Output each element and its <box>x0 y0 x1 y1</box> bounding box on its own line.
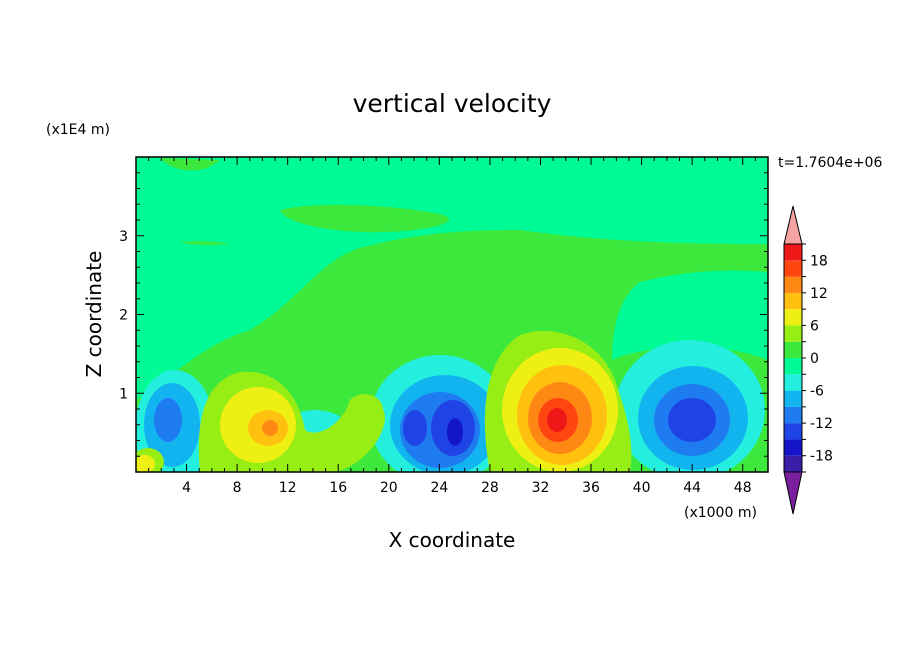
colorbar-segment <box>784 390 802 407</box>
colorbar-segment <box>784 374 802 391</box>
colorbar-labels: 18 12 6 0 -6 -12 -18 <box>810 253 833 464</box>
y-tick-label: 1 <box>119 386 128 402</box>
colorbar-label: 0 <box>810 351 819 367</box>
downdraft-2d <box>403 410 427 446</box>
y-tick-label: 3 <box>119 229 128 245</box>
updraft-corner-core <box>136 455 155 472</box>
y-axis-label: Z coordinate <box>82 251 106 378</box>
x-unit-label: (x1000 m) <box>684 505 757 521</box>
y-tick-label: 2 <box>119 308 128 324</box>
x-tick-label: 32 <box>532 480 550 496</box>
colorbar-label: -18 <box>810 449 833 465</box>
x-tick-label: 12 <box>279 480 297 496</box>
weak-updraft-thin <box>180 241 230 246</box>
colorbar-segment <box>784 358 802 375</box>
colorbar <box>783 205 806 515</box>
x-tick-label: 16 <box>329 480 347 496</box>
contour-field <box>136 157 768 472</box>
colorbar-segment <box>784 406 802 424</box>
x-tick-label: 36 <box>582 480 600 496</box>
updraft-mid <box>347 394 383 426</box>
colorbar-segment <box>784 341 802 358</box>
colorbar-segment <box>784 455 802 472</box>
colorbar-arrow-high <box>783 205 803 245</box>
colorbar-segment <box>784 260 802 277</box>
colorbar-segment <box>784 309 802 326</box>
colorbar-label: 6 <box>810 318 819 334</box>
time-label: t=1.7604e+06 <box>778 155 882 171</box>
updraft-left-peak <box>262 420 278 436</box>
colorbar-segment <box>784 276 802 293</box>
colorbar-label: -12 <box>810 416 833 432</box>
downdraft-3c <box>668 398 716 442</box>
downdraft-2e <box>447 418 463 446</box>
y-unit-label: (x1E4 m) <box>46 122 110 138</box>
colorbar-segment <box>784 292 802 310</box>
x-tick-label: 44 <box>683 480 701 496</box>
colorbar-arrow-low <box>783 471 803 515</box>
colorbar-label: 12 <box>810 286 828 302</box>
colorbar-segment <box>784 439 802 456</box>
updraft-main-peak <box>547 408 567 432</box>
y-tick-labels: 1 2 3 <box>119 229 128 403</box>
colorbar-segment <box>784 325 802 342</box>
colorbar-segment <box>784 423 802 440</box>
x-tick-label: 40 <box>633 480 651 496</box>
axis-ticks <box>136 157 768 472</box>
x-tick-label: 24 <box>430 480 448 496</box>
colorbar-label: -6 <box>810 384 824 400</box>
downdraft-1b <box>154 398 182 442</box>
chart-title: vertical velocity <box>353 89 552 118</box>
x-axis-label: X coordinate <box>389 528 516 552</box>
colorbar-label: 18 <box>810 253 828 269</box>
x-tick-label: 4 <box>182 480 191 496</box>
x-tick-label: 28 <box>481 480 499 496</box>
weak-updraft-strip <box>280 204 449 233</box>
weak-updraft-top <box>160 158 220 171</box>
x-tick-label: 8 <box>233 480 242 496</box>
x-tick-label: 48 <box>734 480 752 496</box>
x-tick-labels: 4 8 12 16 20 24 28 32 36 40 44 48 <box>182 480 752 496</box>
x-tick-label: 20 <box>380 480 398 496</box>
colorbar-segment <box>784 244 802 261</box>
